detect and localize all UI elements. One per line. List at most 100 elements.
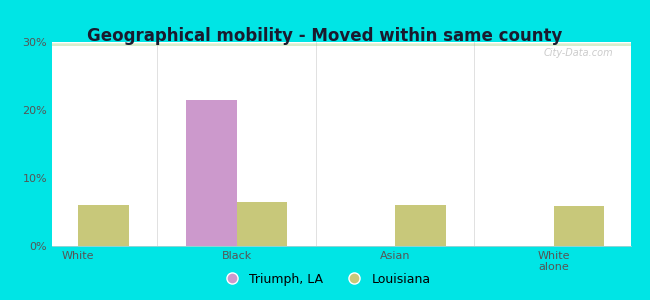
Bar bbox=[52, 44, 630, 46]
Bar bbox=[186, 100, 237, 246]
Bar bbox=[52, 44, 630, 45]
Bar bbox=[52, 42, 630, 44]
Text: City-Data.com: City-Data.com bbox=[543, 48, 613, 58]
Bar bbox=[52, 42, 630, 44]
Bar bbox=[52, 44, 630, 46]
Bar bbox=[52, 44, 630, 46]
Bar bbox=[52, 43, 630, 45]
Bar bbox=[52, 43, 630, 45]
Bar bbox=[52, 44, 630, 46]
Bar bbox=[52, 43, 630, 45]
Bar bbox=[52, 43, 630, 45]
Bar bbox=[52, 44, 630, 46]
Bar bbox=[52, 42, 630, 44]
Bar bbox=[52, 43, 630, 45]
Bar bbox=[52, 42, 630, 44]
Bar bbox=[52, 43, 630, 45]
Bar bbox=[52, 43, 630, 45]
Bar bbox=[52, 44, 630, 46]
Text: Geographical mobility - Moved within same county: Geographical mobility - Moved within sam… bbox=[87, 27, 563, 45]
Bar bbox=[52, 43, 630, 45]
Bar bbox=[52, 43, 630, 45]
Bar bbox=[52, 44, 630, 46]
Bar bbox=[52, 42, 630, 44]
Bar bbox=[52, 42, 630, 44]
Bar bbox=[52, 44, 630, 46]
Bar bbox=[52, 43, 630, 45]
Bar bbox=[52, 43, 630, 45]
Bar bbox=[52, 43, 630, 45]
Bar bbox=[52, 43, 630, 45]
Bar bbox=[52, 44, 630, 46]
Bar bbox=[52, 43, 630, 45]
Bar bbox=[52, 42, 630, 44]
Bar bbox=[52, 42, 630, 44]
Bar bbox=[52, 44, 630, 46]
Bar bbox=[52, 44, 630, 46]
Bar bbox=[52, 42, 630, 44]
Bar bbox=[52, 42, 630, 44]
Bar bbox=[554, 206, 604, 246]
Bar bbox=[52, 42, 630, 44]
Bar bbox=[52, 43, 630, 45]
Bar bbox=[52, 43, 630, 45]
Bar bbox=[52, 44, 630, 46]
Bar bbox=[52, 43, 630, 44]
Bar bbox=[52, 43, 630, 45]
Bar bbox=[237, 202, 287, 246]
Bar bbox=[52, 44, 630, 46]
Bar bbox=[52, 42, 630, 44]
Bar bbox=[52, 43, 630, 44]
Bar bbox=[52, 44, 630, 46]
Bar bbox=[52, 44, 630, 46]
Bar bbox=[52, 44, 630, 46]
Bar bbox=[52, 43, 630, 45]
Bar bbox=[52, 43, 630, 45]
Bar bbox=[52, 43, 630, 45]
Bar bbox=[52, 42, 630, 44]
Bar bbox=[52, 42, 630, 44]
Bar bbox=[52, 43, 630, 45]
Bar bbox=[52, 44, 630, 46]
Bar bbox=[78, 205, 129, 246]
Bar bbox=[52, 44, 630, 45]
Bar bbox=[52, 43, 630, 45]
Bar bbox=[52, 44, 630, 46]
Bar bbox=[52, 43, 630, 45]
Bar bbox=[52, 43, 630, 45]
Bar bbox=[52, 44, 630, 46]
Bar bbox=[52, 42, 630, 44]
Bar bbox=[52, 43, 630, 45]
Bar bbox=[52, 43, 630, 45]
Bar bbox=[52, 43, 630, 45]
Bar bbox=[395, 205, 446, 246]
Bar bbox=[52, 43, 630, 45]
Bar bbox=[52, 43, 630, 45]
Bar bbox=[52, 44, 630, 46]
Bar bbox=[52, 43, 630, 45]
Bar bbox=[52, 43, 630, 45]
Bar bbox=[52, 44, 630, 46]
Bar bbox=[52, 44, 630, 46]
Bar bbox=[52, 44, 630, 46]
Bar bbox=[52, 42, 630, 44]
Bar bbox=[52, 42, 630, 44]
Bar bbox=[52, 42, 630, 44]
Bar bbox=[52, 42, 630, 44]
Bar bbox=[52, 43, 630, 44]
Bar bbox=[52, 43, 630, 45]
Bar bbox=[52, 43, 630, 45]
Bar bbox=[52, 44, 630, 46]
Bar bbox=[52, 43, 630, 45]
Bar bbox=[52, 43, 630, 45]
Bar bbox=[52, 42, 630, 44]
Bar bbox=[52, 44, 630, 46]
Legend: Triumph, LA, Louisiana: Triumph, LA, Louisiana bbox=[214, 268, 436, 291]
Bar bbox=[52, 44, 630, 46]
Bar bbox=[52, 43, 630, 45]
Bar bbox=[52, 44, 630, 45]
Bar bbox=[52, 44, 630, 46]
Bar bbox=[52, 42, 630, 44]
Bar bbox=[52, 42, 630, 44]
Bar bbox=[52, 44, 630, 46]
